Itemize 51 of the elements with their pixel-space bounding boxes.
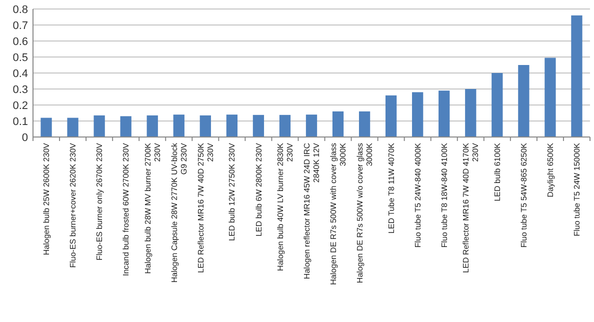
bar	[279, 114, 291, 137]
bar	[67, 118, 78, 137]
x-tick-label: Halogen reflector MR16 45W 24D IRC 2840K 12V	[302, 142, 322, 280]
x-tick-label: LED Reflector MR16 7W 40D 2750K 230V	[196, 142, 215, 273]
bar	[200, 115, 211, 137]
bar	[358, 111, 370, 137]
x-tick-label: Halogen Capsule 28W 2770K UV-block G9 230V	[170, 142, 188, 283]
x-tick-label: Incand bulb frosted 60W 2700K 230V	[122, 142, 131, 276]
bar	[306, 114, 318, 137]
x-tick-label: Halogen bulb 25W 2600K 230V	[42, 142, 52, 256]
y-tick-label: 0.5	[12, 52, 28, 64]
bar	[252, 114, 264, 137]
x-tick-label: LED bulb 12W 2750K 230V	[228, 142, 237, 241]
bar	[386, 95, 397, 137]
y-tick-label: 0.6	[12, 36, 28, 48]
bar	[173, 114, 184, 137]
y-tick-label: 0.2	[12, 100, 28, 112]
bar	[332, 111, 344, 137]
bar	[465, 89, 476, 137]
x-tick-label: Daylight 6500K	[546, 142, 556, 198]
bar	[226, 114, 238, 137]
x-tick-label: Halogen DE R7s 500W w/o cover glass 3000K	[356, 142, 374, 284]
bar	[146, 115, 158, 137]
y-tick-label: 0.3	[12, 84, 28, 96]
y-tick-label: 0.8	[12, 4, 28, 16]
x-tick-label: Fluo-ES burner only 2670K 230V	[95, 142, 104, 260]
bar	[571, 15, 582, 137]
x-tick-label: LED bulb 6100K	[492, 142, 502, 202]
bar	[518, 65, 530, 137]
y-tick-label: 0	[22, 132, 28, 144]
y-tick-label: 0.1	[12, 116, 28, 128]
bar	[438, 90, 450, 137]
y-tick-label: 0.7	[12, 20, 28, 32]
x-tick-label: Halogen DE R7s 500W with cover glass 3000K	[329, 142, 348, 285]
x-tick-label: LED Reflector MR16 7W 40D 4170K 230V	[462, 142, 480, 273]
x-tick-label: Fluo tube T5 54W-865 6250K	[519, 142, 528, 248]
bar	[412, 92, 424, 137]
bar	[40, 118, 52, 137]
bar	[120, 116, 132, 137]
bar	[544, 58, 556, 137]
bar	[94, 115, 105, 137]
x-tick-label: Fluo-ES burner+cover 2620K 230V	[68, 142, 78, 268]
y-tick-label: 0.4	[12, 68, 28, 80]
x-tick-label: Fluo tube T8 18W-840 4100K	[440, 142, 449, 248]
x-tick-label: LED Tube T8 11W 4070K	[386, 142, 396, 234]
bar	[492, 73, 503, 137]
x-tick-label: Halogen bulb 40W LV burner 2830K 230V	[276, 142, 295, 271]
x-tick-label: LED bulb 6W 2800K 230V	[254, 142, 264, 236]
x-tick-label: Halogen bulb 28W MV burner 2700K 230V	[143, 142, 162, 274]
x-tick-label: Fluo tube T5 24W 15000K	[572, 142, 582, 236]
x-tick-label: Fluo tube T5 24W-840 4000K	[413, 142, 422, 248]
